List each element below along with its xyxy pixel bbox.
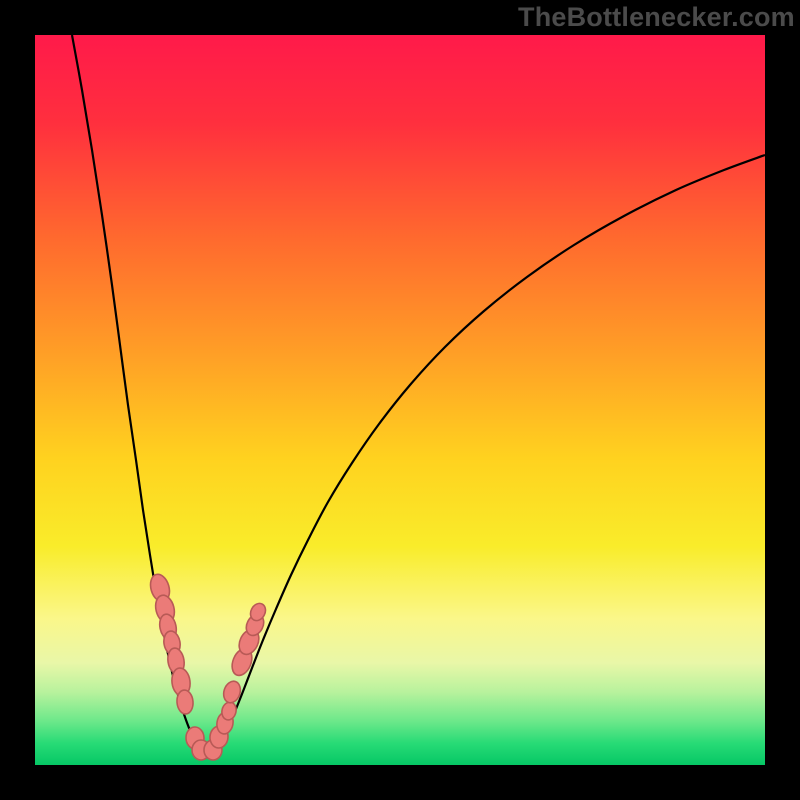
chart-svg <box>0 0 800 800</box>
plot-background <box>35 35 765 765</box>
watermark-text: TheBottlenecker.com <box>518 2 795 33</box>
chart-stage: TheBottlenecker.com <box>0 0 800 800</box>
